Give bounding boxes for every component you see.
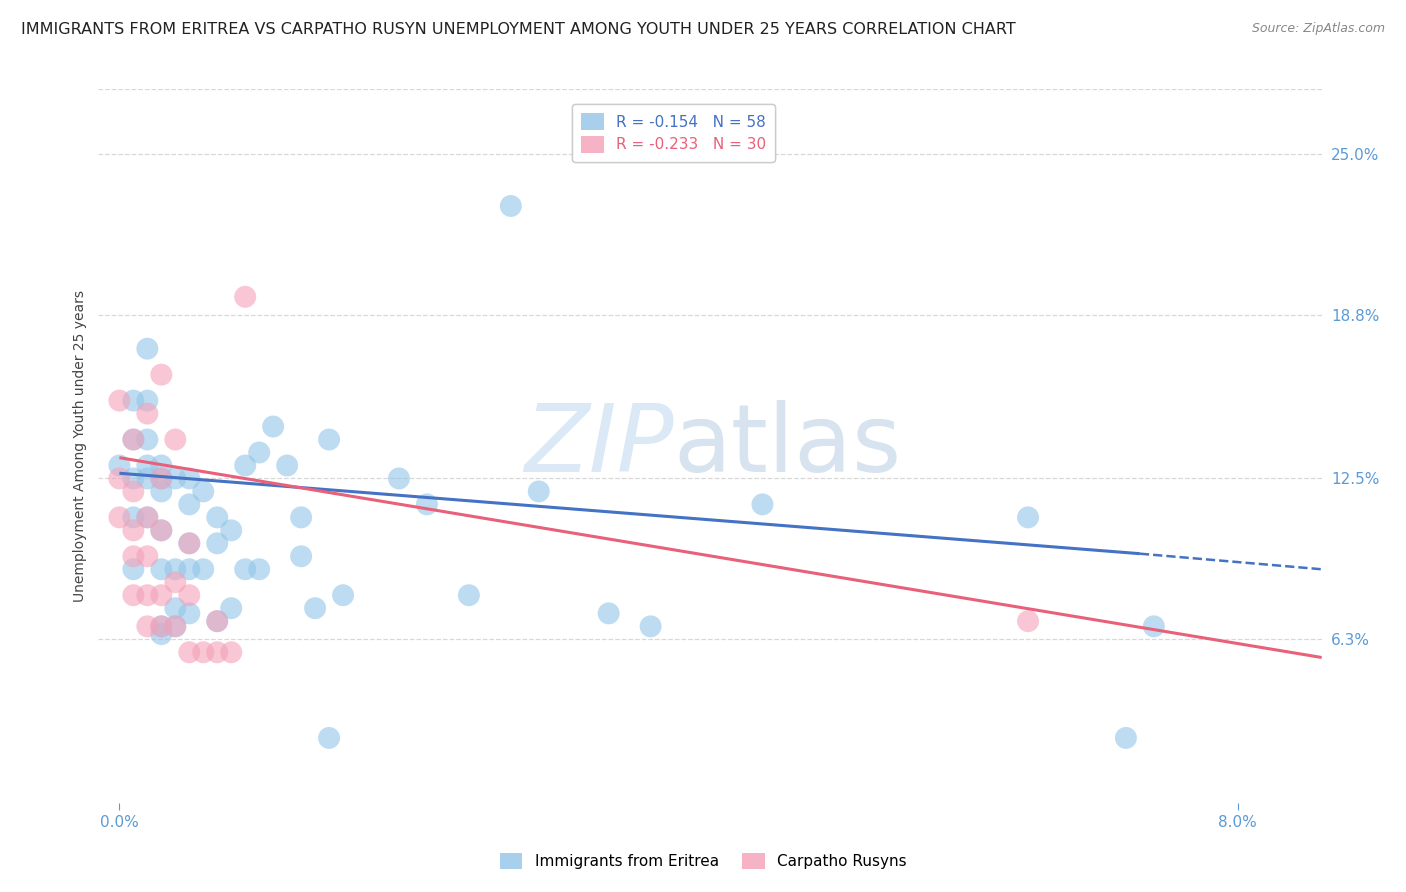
Point	[318, 731, 340, 745]
Point	[598, 607, 620, 621]
Point	[219, 601, 242, 615]
Point	[499, 199, 522, 213]
Point	[122, 588, 145, 602]
Point	[640, 619, 662, 633]
Point	[179, 645, 201, 659]
Point	[207, 536, 229, 550]
Legend: R = -0.154   N = 58, R = -0.233   N = 30: R = -0.154 N = 58, R = -0.233 N = 30	[571, 104, 775, 161]
Point	[150, 484, 173, 499]
Text: atlas: atlas	[673, 400, 901, 492]
Point	[150, 458, 173, 473]
Point	[1115, 731, 1137, 745]
Point	[233, 290, 256, 304]
Point	[1017, 614, 1039, 628]
Point	[207, 510, 229, 524]
Point	[150, 562, 173, 576]
Point	[179, 536, 201, 550]
Point	[207, 645, 229, 659]
Point	[457, 588, 479, 602]
Point	[122, 471, 145, 485]
Point	[207, 614, 229, 628]
Point	[122, 524, 145, 538]
Point	[179, 536, 201, 550]
Point	[165, 619, 187, 633]
Point	[262, 419, 284, 434]
Point	[527, 484, 550, 499]
Point	[193, 562, 215, 576]
Point	[136, 549, 159, 564]
Point	[165, 433, 187, 447]
Point	[179, 588, 201, 602]
Point	[136, 407, 159, 421]
Point	[150, 524, 173, 538]
Point	[136, 510, 159, 524]
Point	[108, 510, 131, 524]
Text: Source: ZipAtlas.com: Source: ZipAtlas.com	[1251, 22, 1385, 36]
Point	[108, 393, 131, 408]
Point	[193, 645, 215, 659]
Point	[165, 471, 187, 485]
Point	[233, 562, 256, 576]
Point	[219, 524, 242, 538]
Point	[136, 433, 159, 447]
Point	[150, 619, 173, 633]
Point	[136, 510, 159, 524]
Y-axis label: Unemployment Among Youth under 25 years: Unemployment Among Youth under 25 years	[73, 290, 87, 602]
Point	[108, 458, 131, 473]
Point	[122, 484, 145, 499]
Text: IMMIGRANTS FROM ERITREA VS CARPATHO RUSYN UNEMPLOYMENT AMONG YOUTH UNDER 25 YEAR: IMMIGRANTS FROM ERITREA VS CARPATHO RUSY…	[21, 22, 1017, 37]
Point	[219, 645, 242, 659]
Point	[136, 342, 159, 356]
Point	[179, 497, 201, 511]
Point	[1143, 619, 1166, 633]
Point	[150, 588, 173, 602]
Point	[150, 627, 173, 641]
Point	[179, 471, 201, 485]
Point	[207, 614, 229, 628]
Legend: Immigrants from Eritrea, Carpatho Rusyns: Immigrants from Eritrea, Carpatho Rusyns	[494, 847, 912, 875]
Point	[290, 510, 312, 524]
Point	[165, 601, 187, 615]
Point	[332, 588, 354, 602]
Point	[247, 562, 270, 576]
Point	[150, 471, 173, 485]
Point	[136, 393, 159, 408]
Point	[276, 458, 298, 473]
Point	[1017, 510, 1039, 524]
Point	[193, 484, 215, 499]
Point	[165, 575, 187, 590]
Point	[165, 619, 187, 633]
Point	[290, 549, 312, 564]
Point	[150, 368, 173, 382]
Point	[179, 607, 201, 621]
Point	[150, 524, 173, 538]
Point	[108, 471, 131, 485]
Point	[304, 601, 326, 615]
Point	[136, 471, 159, 485]
Point	[136, 619, 159, 633]
Point	[136, 588, 159, 602]
Point	[122, 433, 145, 447]
Point	[122, 562, 145, 576]
Point	[122, 433, 145, 447]
Text: ZIP: ZIP	[523, 401, 673, 491]
Point	[247, 445, 270, 459]
Point	[150, 471, 173, 485]
Point	[122, 510, 145, 524]
Point	[179, 562, 201, 576]
Point	[233, 458, 256, 473]
Point	[122, 393, 145, 408]
Point	[416, 497, 439, 511]
Point	[122, 549, 145, 564]
Point	[388, 471, 411, 485]
Point	[150, 619, 173, 633]
Point	[165, 562, 187, 576]
Point	[318, 433, 340, 447]
Point	[136, 458, 159, 473]
Point	[751, 497, 773, 511]
